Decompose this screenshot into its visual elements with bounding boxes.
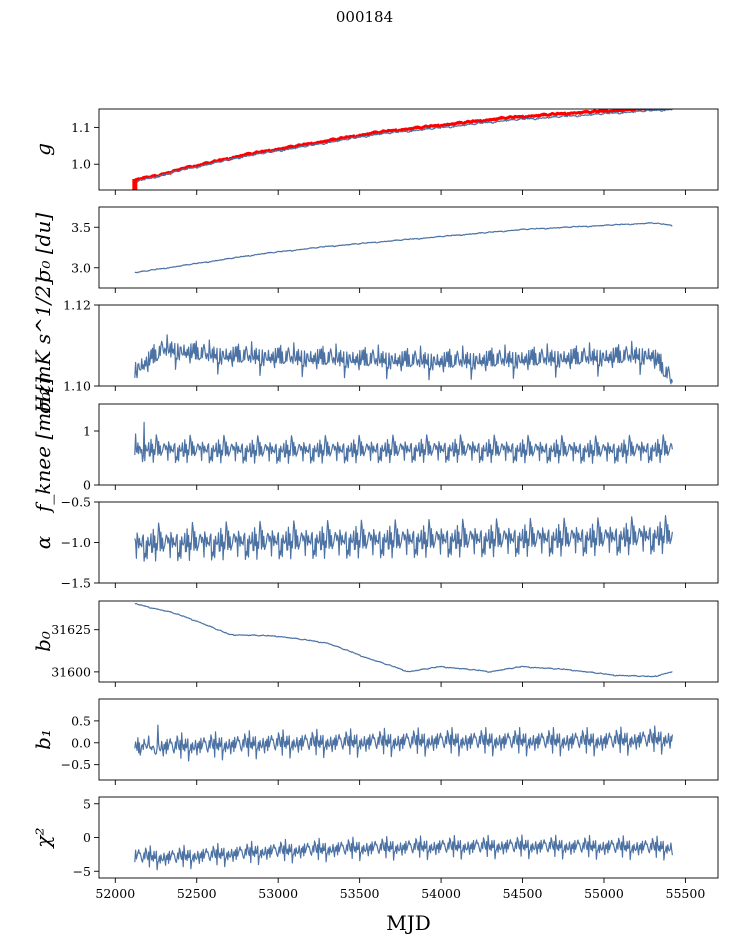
series-line-b0-0 [134, 603, 673, 678]
y-axis-label-sigma0_mk: σ₀[mK s^1/2] [31, 277, 55, 414]
y-tick-label-b0-0: 31600 [51, 664, 91, 679]
y-tick-label-g-1: 1.1 [71, 120, 91, 135]
y-axis-label-chi2: χ² [31, 827, 55, 849]
x-tick-label-3: 53500 [340, 886, 380, 901]
axes-frame-fknee [98, 403, 719, 486]
y-tick-label-sigma0_mk-0: 1.10 [63, 379, 91, 394]
y-tick-label-sigma0_du-1: 3.5 [71, 220, 91, 235]
y-tick-label-chi2-0: −5 [73, 864, 91, 879]
y-tick-label-b0-1: 31625 [51, 622, 91, 637]
x-tick-label-6: 55000 [584, 886, 624, 901]
y-tick-label-chi2-1: 0 [83, 830, 91, 845]
x-tick-label-7: 55500 [666, 886, 706, 901]
y-tick-label-b1-0: −0.5 [61, 757, 91, 772]
y-tick-label-fknee-1: 1 [83, 424, 91, 439]
y-axis-label-fknee: f_knee [mHz] [31, 377, 55, 514]
y-tick-label-alpha-1: −1.0 [61, 535, 91, 550]
axes-frame-chi2 [98, 796, 719, 879]
y-tick-label-sigma0_mk-1: 1.12 [63, 298, 91, 313]
axes-frame-b0 [98, 600, 719, 683]
series-line-sigma0_du-0 [134, 222, 673, 274]
y-axis-label-b0: b₀ [31, 631, 55, 652]
axes-frame-b1 [98, 698, 719, 781]
y-axis-label-b1: b₁ [31, 729, 55, 750]
y-axis-label-sigma0_du: σ₀ [du] [31, 213, 55, 283]
y-tick-label-sigma0_du-0: 3.0 [71, 260, 91, 275]
axes-frame-sigma0_du [98, 206, 719, 289]
y-tick-label-fknee-0: 0 [83, 478, 91, 493]
x-tick-label-5: 54500 [503, 886, 543, 901]
y-axis-label-alpha: α [31, 535, 55, 549]
x-tick-label-4: 54000 [421, 886, 461, 901]
x-axis-label: MJD [386, 911, 431, 935]
series-line-fknee-0 [134, 421, 673, 464]
x-tick-label-0: 52000 [95, 886, 135, 901]
series-line-g-0 [133, 109, 673, 182]
series-line-alpha-0 [134, 515, 673, 562]
y-tick-label-alpha-2: −0.5 [61, 495, 91, 510]
y-tick-label-g-0: 1.0 [71, 157, 91, 172]
y-tick-label-alpha-0: −1.5 [61, 576, 91, 591]
y-tick-label-chi2-2: 5 [83, 796, 91, 811]
series-line-chi2-0 [134, 834, 673, 871]
figure-title: 000184 [335, 8, 394, 26]
axes-frame-g [98, 108, 719, 191]
axes-frame-sigma0_mk [98, 304, 719, 387]
series-line-b1-0 [134, 724, 673, 762]
y-tick-label-b1-1: 0.0 [71, 735, 91, 750]
x-tick-label-2: 53000 [258, 886, 298, 901]
x-tick-label-1: 52500 [177, 886, 217, 901]
series-line-sigma0_mk-0 [134, 334, 673, 385]
y-axis-label-g: g [31, 143, 55, 156]
y-tick-label-b1-2: 0.5 [71, 713, 91, 728]
series-line-g-1 [134, 109, 673, 183]
